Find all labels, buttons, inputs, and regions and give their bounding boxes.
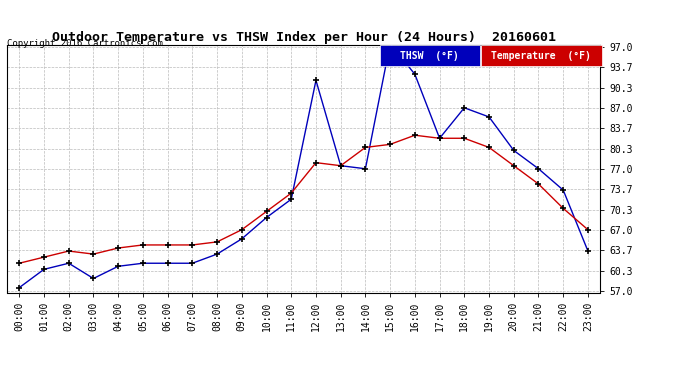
Title: Outdoor Temperature vs THSW Index per Hour (24 Hours)  20160601: Outdoor Temperature vs THSW Index per Ho… xyxy=(52,31,555,44)
Text: Copyright 2016 Cartronics.com: Copyright 2016 Cartronics.com xyxy=(7,39,163,48)
Text: THSW  (°F): THSW (°F) xyxy=(400,51,459,61)
Text: Temperature  (°F): Temperature (°F) xyxy=(491,51,591,61)
